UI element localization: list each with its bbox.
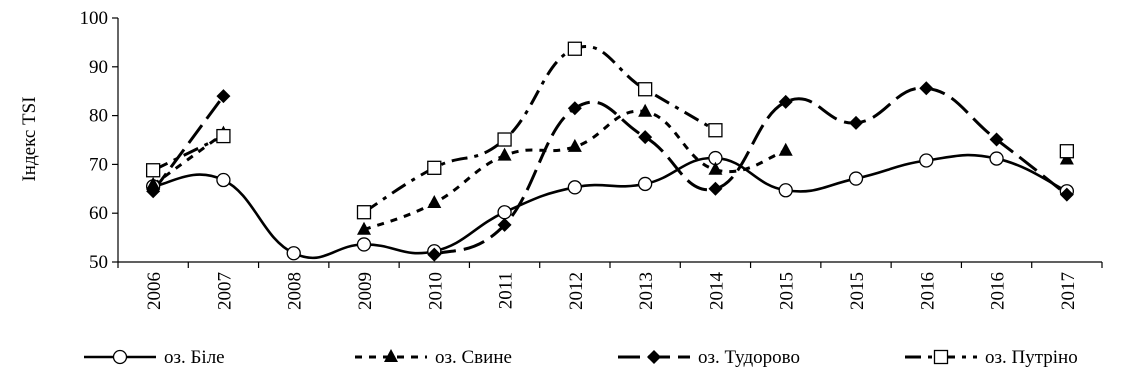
legend-marker	[112, 349, 128, 365]
axes-layer	[112, 17, 1103, 268]
series-4-line	[363, 45, 717, 214]
series-1-point	[497, 205, 512, 220]
series-3-line	[433, 86, 1068, 257]
legend-label: оз. Тудорово	[698, 347, 800, 368]
series-1-line	[152, 153, 1068, 260]
series-4-point	[216, 128, 231, 144]
legend-marker	[647, 350, 661, 364]
series-2-line	[152, 132, 225, 187]
series-3-point	[778, 94, 793, 109]
y-tick-label: 100	[80, 8, 109, 29]
series-4-point	[497, 132, 512, 147]
series-1-point	[919, 153, 934, 168]
series-markers-layer	[145, 41, 1075, 262]
series-3-point	[216, 89, 231, 104]
legend-marker	[933, 349, 949, 365]
legend-label: оз. Біле	[164, 347, 225, 368]
series-1-point	[637, 176, 653, 192]
series-4-point	[1059, 144, 1075, 159]
y-tick-labels: 50 60 70 80 90 100	[80, 8, 109, 273]
x-tick-label: 2011	[496, 272, 517, 309]
x-tick-label: 2015	[847, 272, 868, 310]
series-3-point	[919, 81, 934, 96]
series-4-point	[356, 205, 372, 220]
series-4-point	[567, 41, 583, 56]
x-tick-label: 2016	[988, 272, 1009, 310]
series-2-point	[567, 138, 582, 152]
x-tick-label: 2009	[355, 272, 376, 310]
series-1-point	[216, 172, 231, 188]
series-2-point	[708, 161, 723, 175]
x-tick-label: 2016	[917, 272, 938, 310]
legend: оз. Біле оз. Свине оз. Тудорово оз. Путріно	[84, 347, 1078, 368]
y-tick-label: 50	[89, 252, 108, 273]
series-3-point	[1059, 187, 1074, 202]
x-tick-label: 2017	[1058, 272, 1079, 310]
x-tick-label: 2008	[285, 272, 306, 310]
series-1-point	[356, 237, 372, 252]
x-tick-label: 2014	[706, 272, 727, 311]
series-1-point	[567, 180, 583, 195]
series-3-point	[638, 130, 653, 145]
series-3-point	[989, 132, 1004, 147]
series-2-point	[357, 221, 371, 235]
series-1-point	[286, 246, 301, 261]
series-3-point	[146, 184, 161, 199]
series-4-point	[427, 160, 442, 175]
series-2-point	[638, 103, 653, 117]
series-4-point	[637, 82, 653, 97]
series-4-point	[145, 163, 161, 178]
legend-label: оз. Свине	[435, 347, 512, 368]
legend-label: оз. Путріно	[985, 347, 1078, 368]
series-3-point	[708, 181, 723, 196]
x-tick-label: 2015	[777, 272, 798, 310]
series-1-point	[778, 183, 793, 198]
x-tick-label: 2010	[425, 272, 446, 310]
y-axis-label: Індекс TSI	[19, 96, 40, 181]
series-3-point	[849, 115, 863, 130]
y-tick-label: 70	[89, 154, 108, 175]
x-tick-labels: 2006 2007 2008 2009 2010 2011 2012 2013 2014 2015…	[144, 272, 1079, 311]
series-3-point	[497, 217, 512, 232]
x-tick-label: 2007	[214, 272, 235, 310]
series-1-point	[989, 151, 1004, 166]
series-2-point	[146, 176, 161, 190]
legend-marker	[384, 349, 398, 362]
x-tick-label: 2012	[566, 272, 587, 310]
series-lines-layer	[151, 45, 1068, 260]
series-3-point	[567, 101, 582, 116]
y-tick-label: 90	[89, 57, 108, 78]
series-4-point	[708, 123, 723, 138]
series-2-point	[427, 194, 442, 208]
x-tick-label: 2006	[144, 272, 165, 310]
y-tick-label: 60	[89, 203, 108, 224]
series-3-point	[427, 247, 442, 262]
x-tick-label: 2013	[636, 272, 657, 310]
series-1-point	[848, 171, 864, 186]
y-tick-label: 80	[89, 106, 108, 127]
series-2-point	[778, 142, 793, 156]
series-2-point	[497, 147, 512, 161]
